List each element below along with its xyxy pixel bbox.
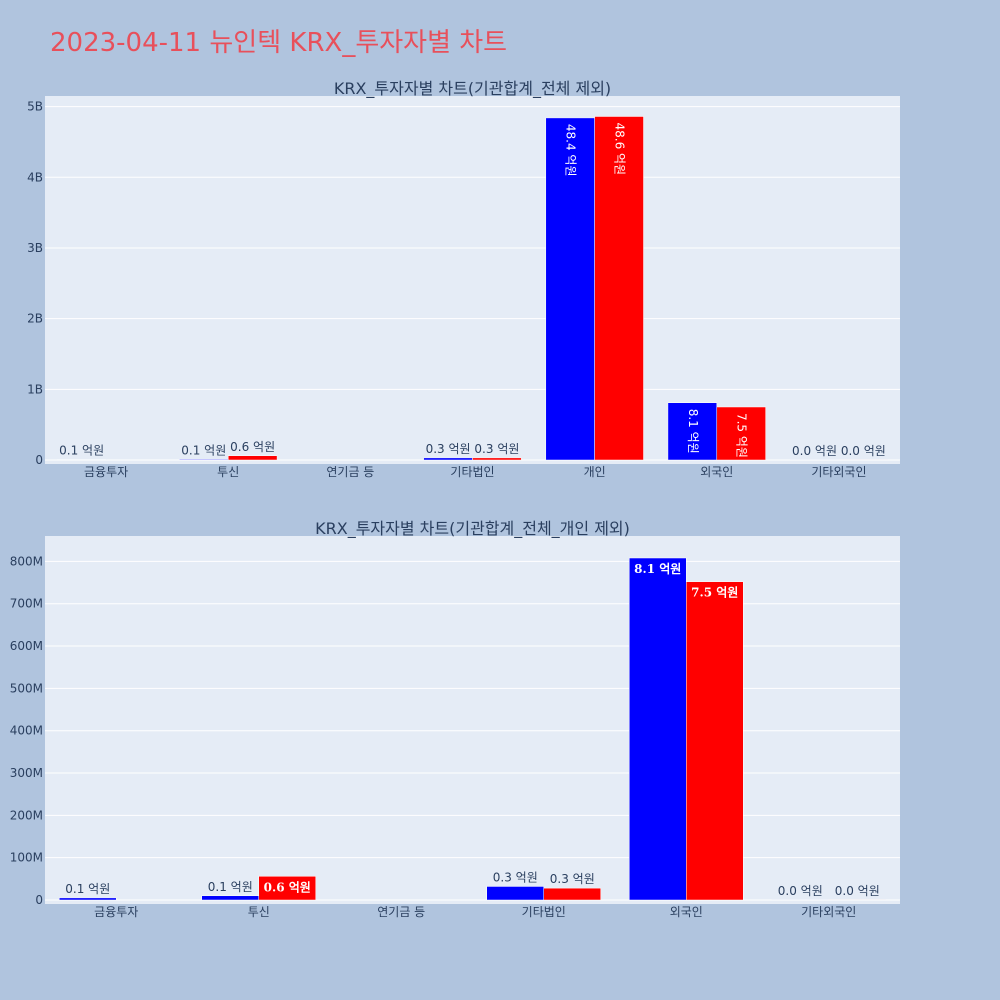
y-tick-label: 700M	[10, 597, 43, 611]
chart-title: KRX_투자자별 차트(기관합계_전체_개인 제외)	[315, 519, 630, 539]
bar	[201, 895, 259, 901]
x-tick-label: 투신	[217, 465, 239, 479]
x-tick-label: 금융투자	[84, 465, 128, 479]
y-tick-label: 100M	[10, 851, 43, 865]
bar	[227, 455, 278, 461]
x-tick-label: 연기금 등	[326, 465, 374, 479]
x-tick-label: 개인	[584, 465, 606, 479]
bar	[594, 116, 644, 461]
data-label: 0.0 억원	[778, 884, 823, 898]
bar	[716, 406, 766, 461]
bar	[59, 897, 117, 901]
data-label: 0.3 억원	[426, 442, 471, 456]
y-tick-label: 300M	[10, 766, 43, 780]
data-label: 0.1 억원	[208, 880, 253, 894]
bar	[667, 402, 718, 461]
x-tick-label: 금융투자	[94, 905, 138, 919]
y-tick-label: 0	[35, 453, 43, 467]
x-tick-label: 연기금 등	[377, 905, 425, 919]
data-label: 8.1 억원	[634, 562, 681, 576]
y-tick-label: 800M	[10, 554, 43, 568]
y-tick-label: 1B	[27, 382, 43, 396]
data-label: 7.5 억원	[691, 586, 738, 600]
chart-title: KRX_투자자별 차트(기관합계_전체 제외)	[334, 79, 611, 99]
data-label: 0.1 억원	[59, 444, 104, 458]
bar	[686, 581, 744, 901]
data-label: 0.0 억원	[792, 444, 837, 458]
x-tick-label: 기타외국인	[811, 465, 866, 479]
y-tick-label: 200M	[10, 808, 43, 822]
data-label: 0.6 억원	[264, 880, 311, 894]
x-tick-label: 투신	[248, 905, 270, 919]
y-tick-label: 500M	[10, 681, 43, 695]
data-label: 0.0 억원	[835, 884, 880, 898]
data-label: 0.3 억원	[550, 872, 595, 886]
data-label: 0.6 억원	[230, 440, 275, 454]
data-label: 48.6 억원	[613, 122, 627, 175]
x-tick-label: 외국인	[670, 905, 703, 919]
chart-1-group: 0 100M 200M 300M 400M 500M 600M 700M 800M KRX_투자자…	[10, 519, 900, 919]
data-label: 0.0 억원	[841, 444, 886, 458]
y-tick-label: 3B	[27, 241, 43, 255]
data-label: 0.3 억원	[493, 870, 538, 884]
chart-0-group: 0 1B 2B 3B 4B 5B KRX_투자자별 차트(기관합계_전체 제외) 금융투자 0.…	[27, 79, 900, 479]
bar	[486, 886, 544, 901]
x-tick-label: 기타외국인	[801, 905, 856, 919]
plot-background	[45, 536, 900, 904]
data-label: 8.1 억원	[686, 409, 700, 454]
y-tick-label: 2B	[27, 312, 43, 326]
bar	[472, 457, 522, 461]
plot-background	[45, 96, 900, 464]
data-label: 0.3 억원	[474, 442, 519, 456]
y-tick-label: 0	[35, 893, 43, 907]
bar	[543, 887, 601, 901]
x-tick-label: 기타법인	[450, 465, 494, 479]
bar	[258, 876, 316, 901]
data-label: 7.5 억원	[735, 413, 749, 458]
y-tick-label: 4B	[27, 170, 43, 184]
data-label: 48.4 억원	[564, 124, 578, 177]
bar	[545, 117, 595, 461]
y-tick-label: 400M	[10, 724, 43, 738]
page-title: 2023-04-11 뉴인텍 KRX_투자자별 차트	[50, 28, 508, 58]
bar	[629, 557, 687, 901]
data-label: 0.1 억원	[181, 443, 226, 457]
x-tick-label: 외국인	[700, 465, 733, 479]
y-tick-label: 600M	[10, 639, 43, 653]
x-tick-label: 기타법인	[522, 905, 566, 919]
y-tick-label: 5B	[27, 100, 43, 114]
data-label: 0.1 억원	[65, 882, 110, 896]
